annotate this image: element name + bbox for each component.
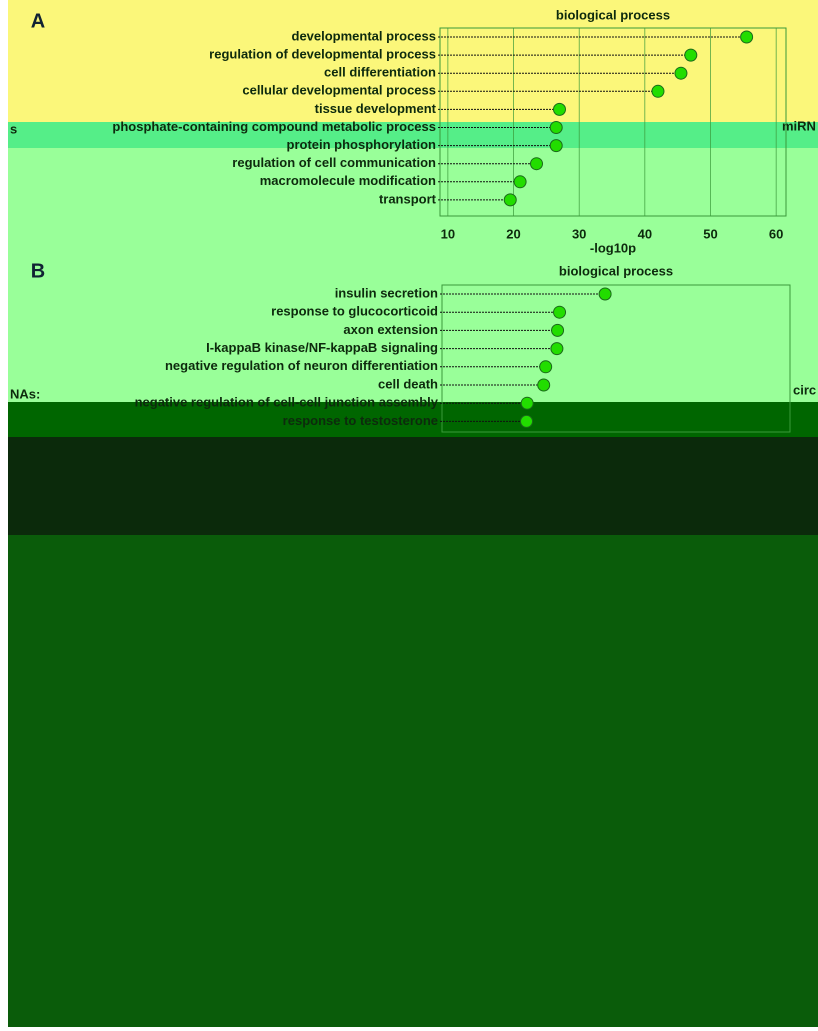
category-label: axon extension [343,322,438,337]
figure: s miRN NAs: circ Abiological process 10 20… [0,0,818,1031]
chart-title: biological process [559,263,673,278]
page: {"chart_data": [ {"type": "dot", "panel"… [0,0,818,1031]
dot [599,288,611,300]
dot [538,379,550,391]
category-label: tissue development [315,101,437,116]
background [8,437,818,535]
category-label: phosphate-containing compound metabolic … [112,119,436,134]
category-label: response to glucocorticoid [271,304,438,319]
dot [551,343,563,355]
dot [552,324,564,336]
dot [514,176,526,188]
x-tick-label: 30 [572,226,586,241]
category-label: cell differentiation [324,65,436,80]
category-label: negative regulation of cell-cell junctio… [135,395,439,410]
dot [741,31,753,43]
category-label: negative regulation of neuron differenti… [165,358,438,373]
dot [521,415,533,427]
x-axis-label: -log10p [590,240,636,255]
x-tick-label: 10 [441,226,455,241]
dot [553,103,565,115]
side-label: miRN [782,118,816,133]
category-label: I-kappaB kinase/NF-kappaB signaling [206,340,438,355]
dot [540,361,552,373]
category-label: transport [379,191,437,206]
background [8,535,818,1027]
x-tick-label: 50 [703,226,717,241]
panel-letter: B [31,260,45,282]
dot [675,67,687,79]
side-label: s [10,121,17,136]
dot [550,122,562,134]
dot [531,158,543,170]
category-label: insulin secretion [335,285,438,300]
x-tick-label: 20 [506,226,520,241]
dot [521,397,533,409]
x-tick-label: 40 [638,226,652,241]
category-label: developmental process [292,28,437,43]
dot [652,85,664,97]
panel-letter: A [31,10,45,32]
dot [550,140,562,152]
dot [685,49,697,61]
category-label: macromolecule modification [260,173,436,188]
category-label: cellular developmental process [242,83,436,98]
dot [554,306,566,318]
chart-title: biological process [556,7,670,22]
x-tick-label: 60 [769,226,783,241]
category-label: regulation of cell communication [232,155,436,170]
side-label: circ [793,382,816,397]
category-label: response to testosterone [283,413,438,428]
side-label: NAs: [10,386,40,401]
category-label: protein phosphorylation [287,137,437,152]
dot [504,194,516,206]
category-label: cell death [378,376,438,391]
category-label: regulation of developmental process [209,47,436,62]
